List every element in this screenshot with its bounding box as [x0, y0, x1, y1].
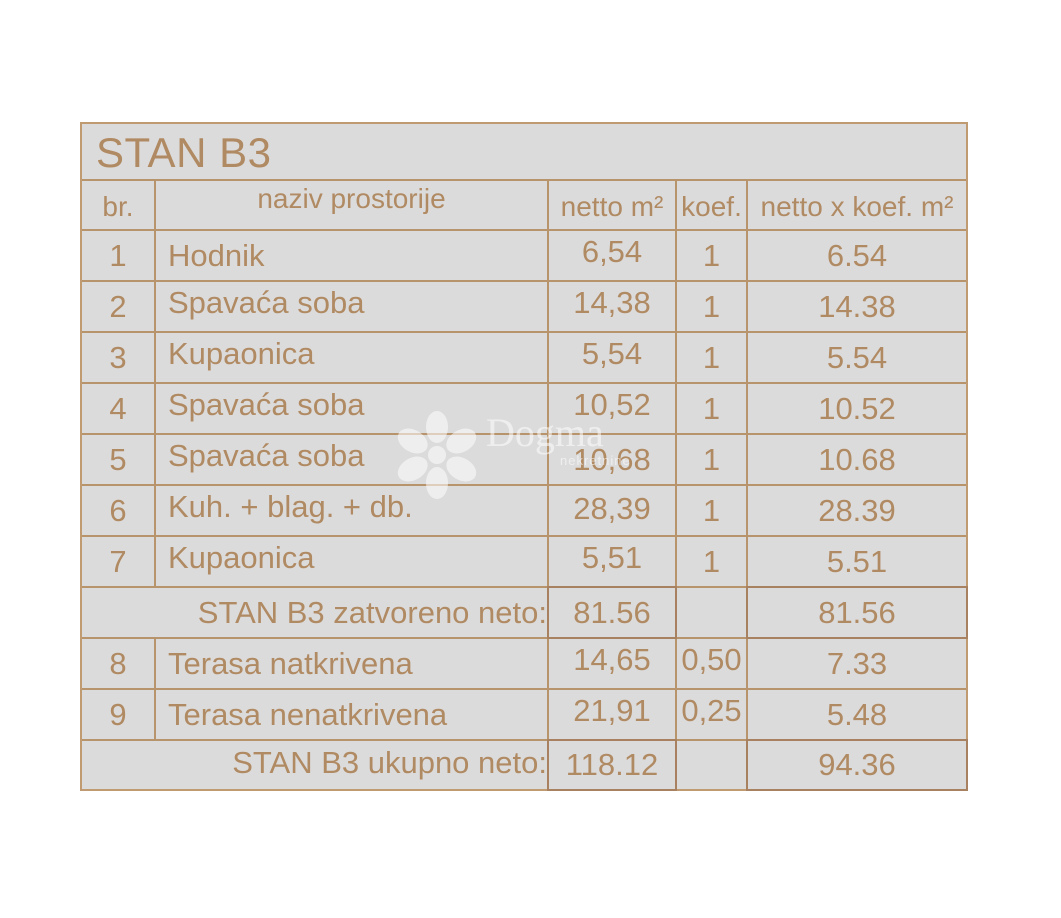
row-num: 4 [109, 390, 127, 426]
table-title: STAN B3 [96, 129, 272, 176]
total-label: STAN B3 ukupno neto: [232, 745, 547, 780]
divider [746, 637, 748, 741]
row-product: 10.52 [818, 390, 896, 426]
divider [82, 688, 966, 690]
row-koef: 1 [702, 543, 721, 579]
row-product: 7.33 [826, 645, 888, 681]
row-netto: 14,65 [573, 641, 651, 677]
row-koef: 1 [702, 339, 721, 375]
row-name: Spavaća soba [168, 284, 365, 320]
divider [675, 637, 677, 741]
header-num: br. [102, 191, 134, 222]
row-koef: 0,25 [681, 692, 742, 728]
divider [82, 229, 966, 231]
divider [82, 535, 966, 537]
row-name: Kuh. + blag. + db. [168, 488, 413, 524]
row-num: 8 [109, 645, 127, 681]
row-netto: 14,38 [573, 284, 651, 320]
subtotal-netto: 81.56 [547, 586, 677, 639]
header-product: netto x koef. m² [760, 191, 954, 222]
divider [675, 179, 677, 587]
header-netto: netto m² [560, 191, 664, 222]
row-name: Spavaća soba [168, 437, 365, 473]
row-product: 5.48 [826, 696, 888, 732]
row-name: Hodnik [168, 237, 265, 273]
row-koef: 1 [702, 492, 721, 528]
subtotal-label: STAN B3 zatvoreno neto: [197, 594, 547, 630]
row-netto: 5,54 [581, 335, 643, 371]
row-koef: 1 [702, 441, 721, 477]
row-name: Kupaonica [168, 539, 315, 575]
header-koef: koef. [681, 191, 742, 222]
row-koef: 1 [702, 237, 721, 273]
total-product: 94.36 [746, 739, 968, 791]
row-name: Kupaonica [168, 335, 315, 371]
row-netto: 10,52 [573, 386, 651, 422]
row-num: 5 [109, 441, 127, 477]
row-product: 5.51 [826, 543, 888, 579]
divider [547, 179, 549, 587]
area-table: STAN B3 br. naziv prostorije netto m² ko… [80, 122, 968, 791]
row-num: 6 [109, 492, 127, 528]
divider [154, 637, 156, 741]
row-koef: 1 [702, 288, 721, 324]
subtotal-product: 81.56 [746, 586, 968, 639]
divider [547, 637, 549, 741]
row-num: 2 [109, 288, 127, 324]
row-num: 1 [109, 237, 127, 273]
divider [82, 331, 966, 333]
divider [154, 179, 156, 587]
row-name: Terasa nenatkrivena [168, 696, 448, 732]
row-product: 28.39 [818, 492, 896, 528]
divider [82, 280, 966, 282]
divider [82, 382, 966, 384]
row-name: Terasa natkrivena [168, 645, 413, 681]
divider [82, 739, 966, 741]
row-product: 6.54 [826, 237, 888, 273]
divider [746, 179, 748, 587]
row-koef: 0,50 [681, 641, 742, 677]
divider [82, 586, 966, 588]
row-product: 14.38 [818, 288, 896, 324]
row-product: 5.54 [826, 339, 888, 375]
row-netto: 21,91 [573, 692, 651, 728]
row-netto: 5,51 [581, 539, 643, 575]
total-netto: 118.12 [547, 739, 677, 791]
divider [82, 637, 966, 639]
divider [82, 433, 966, 435]
divider [82, 179, 966, 181]
row-num: 7 [109, 543, 127, 579]
row-netto: 28,39 [573, 490, 651, 526]
row-netto: 6,54 [581, 233, 643, 269]
row-num: 9 [109, 696, 127, 732]
row-product: 10.68 [818, 441, 896, 477]
row-name: Spavaća soba [168, 386, 365, 422]
row-koef: 1 [702, 390, 721, 426]
header-name: naziv prostorije [257, 183, 446, 214]
row-netto: 10,68 [573, 441, 651, 477]
row-num: 3 [109, 339, 127, 375]
divider [82, 484, 966, 486]
